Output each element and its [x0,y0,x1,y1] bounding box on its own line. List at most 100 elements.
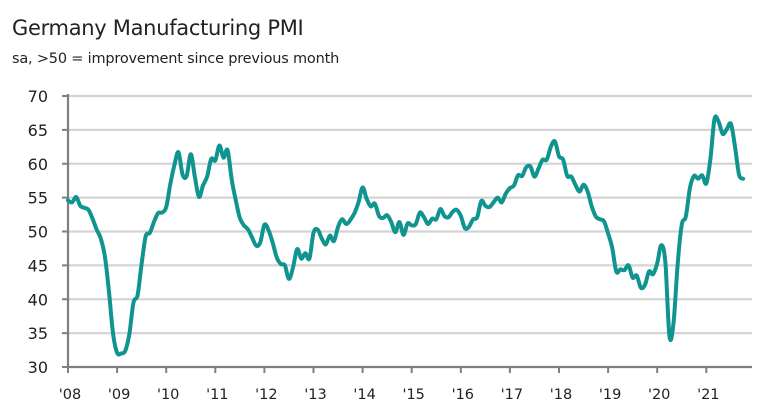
y-tick-label: 60 [28,155,48,174]
x-tick-label: '09 [108,387,130,403]
data-point [414,223,417,226]
x-tick-label: '19 [599,387,621,403]
chart-subtitle: sa, >50 = improvement since previous mon… [12,51,340,67]
data-point [496,196,499,199]
data-point [672,321,675,324]
data-point [455,208,458,211]
data-point [226,149,229,152]
data-point [316,228,319,231]
data-point [500,201,503,204]
data-point [586,190,589,193]
data-point [545,158,548,161]
y-tick-label: 35 [28,324,48,343]
data-point [594,215,597,218]
data-point [271,241,274,244]
data-point [418,211,421,214]
data-point [525,166,528,169]
data-point [717,120,720,123]
data-point [423,216,426,219]
data-point [390,221,393,224]
data-point [431,217,434,220]
data-point [353,212,356,215]
x-tick-label: '08 [59,387,81,403]
data-point [71,201,74,204]
data-point [582,183,585,186]
data-point [103,254,106,257]
data-point [631,276,634,279]
data-point [709,158,712,161]
data-point [365,198,368,201]
data-point [541,158,544,161]
data-point [627,264,630,267]
data-point [598,218,601,221]
data-point [648,270,651,273]
data-point [402,233,405,236]
data-point [222,156,225,159]
data-point [590,205,593,208]
data-point [688,187,691,190]
data-point [566,174,569,177]
data-point [684,215,687,218]
data-point [210,158,213,161]
data-point [742,177,745,180]
data-point [660,244,663,247]
data-point [99,237,102,240]
data-point [738,173,741,176]
data-point [537,167,540,170]
data-point [144,235,147,238]
data-point [152,221,155,224]
x-tick-label: '17 [501,387,523,403]
data-point [255,244,258,247]
data-point [300,257,303,260]
x-tick-label: '20 [648,387,670,403]
data-point [733,145,736,148]
data-point [234,199,237,202]
data-point [238,216,241,219]
data-point [304,252,307,255]
data-point [713,118,716,121]
chart-title: Germany Manufacturing PMI [12,16,304,40]
data-point [283,264,286,267]
data-point [328,234,331,237]
data-point [165,206,168,209]
data-point [292,266,295,269]
data-point [189,153,192,156]
data-point [533,175,536,178]
data-point [623,269,626,272]
y-tick-label: 55 [28,189,48,208]
data-point [296,248,299,251]
data-point [394,231,397,234]
data-point [451,210,454,213]
x-tick-label: '11 [206,387,228,403]
series-line-pmi [66,114,746,357]
data-point [263,223,266,226]
data-point [79,204,82,207]
data-point [357,201,360,204]
data-point [324,243,327,246]
data-point [230,178,233,181]
x-tick-label: '14 [353,387,375,403]
data-point [611,246,614,249]
data-point [656,262,659,265]
gridlines [68,94,752,335]
data-point [242,224,245,227]
data-point [181,173,184,176]
data-point [725,128,728,131]
data-point [508,187,511,190]
data-point [214,159,217,162]
data-point [333,240,336,243]
y-tick-label: 40 [28,290,48,309]
data-point [288,277,291,280]
data-point [161,211,164,214]
data-point [553,140,556,143]
data-point [87,208,90,211]
y-tick-label: 50 [28,223,48,242]
data-point [570,175,573,178]
x-tick-label: '15 [402,387,424,403]
data-point [193,175,196,178]
x-tick-label: '16 [452,387,474,403]
data-point [345,223,348,226]
data-point [341,218,344,221]
data-point [615,270,618,273]
data-point [406,222,409,225]
